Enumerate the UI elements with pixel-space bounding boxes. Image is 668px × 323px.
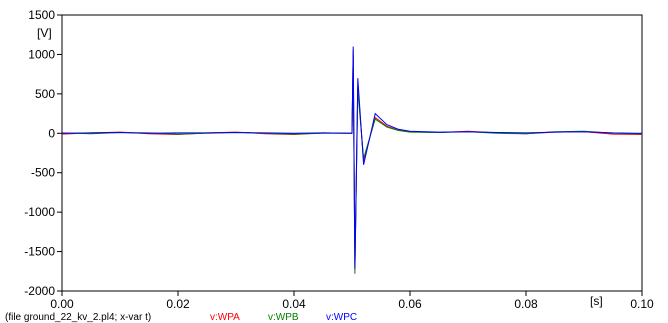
series-line-wpc — [61, 46, 643, 269]
y-unit-label: [V] — [37, 26, 52, 40]
x-unit-label: [s] — [590, 294, 603, 308]
y-tick-label: 1000 — [28, 47, 55, 61]
y-axis: 1500 1000 500 0 -500 -1000 -1500 -2000 — [24, 8, 62, 298]
y-tick-label: -500 — [31, 166, 55, 180]
x-tick-label: 0.08 — [514, 297, 538, 311]
x-tick-label: 0.02 — [166, 297, 190, 311]
series-line-wpb — [61, 54, 643, 274]
x-tick-label: 0.06 — [398, 297, 422, 311]
y-tick-label: 0 — [48, 126, 55, 140]
footer: (file ground_22_kv_2.pl4; x-var t) v:WPA… — [5, 312, 357, 323]
series-layer — [61, 46, 643, 274]
y-tick-label: -1500 — [24, 245, 55, 259]
x-tick-label: 0.04 — [282, 297, 306, 311]
y-tick-label: 1500 — [28, 8, 55, 22]
series-line-wpa — [61, 50, 643, 268]
file-info: (file ground_22_kv_2.pl4; x-var t) — [5, 312, 151, 323]
x-tick-label: 0.00 — [50, 297, 74, 311]
y-tick-label: -2000 — [24, 284, 55, 298]
legend-wpb: v:WPB — [268, 312, 299, 323]
y-tick-label: -1000 — [24, 205, 55, 219]
plot-frame — [61, 14, 643, 292]
y-tick-label: 500 — [35, 87, 55, 101]
x-axis: 0.00 0.02 0.04 0.06 0.08 0.10 — [50, 291, 654, 311]
x-tick-label: 0.10 — [630, 297, 654, 311]
legend-wpa: v:WPA — [210, 312, 240, 323]
legend-wpc: v:WPC — [326, 312, 357, 323]
